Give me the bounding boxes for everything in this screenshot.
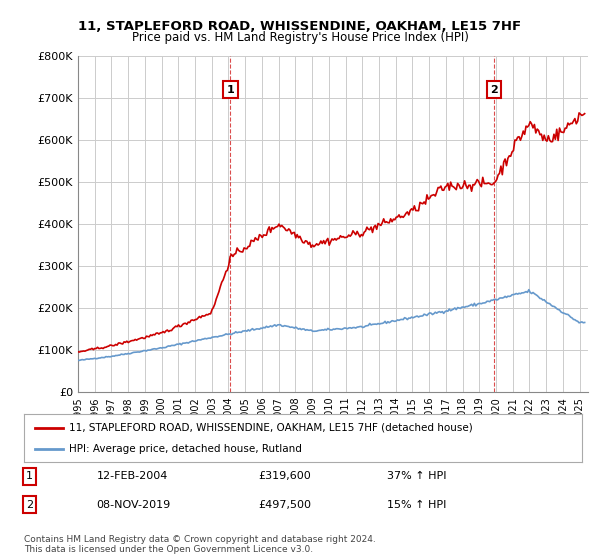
Text: Contains HM Land Registry data © Crown copyright and database right 2024.
This d: Contains HM Land Registry data © Crown c…: [24, 535, 376, 554]
Text: 1: 1: [26, 472, 33, 482]
Text: 37% ↑ HPI: 37% ↑ HPI: [387, 472, 446, 482]
Text: 12-FEB-2004: 12-FEB-2004: [97, 472, 168, 482]
Text: 15% ↑ HPI: 15% ↑ HPI: [387, 500, 446, 510]
Text: HPI: Average price, detached house, Rutland: HPI: Average price, detached house, Rutl…: [68, 444, 302, 454]
Text: 2: 2: [490, 85, 498, 95]
Text: £497,500: £497,500: [259, 500, 311, 510]
Text: 1: 1: [227, 85, 235, 95]
Text: 08-NOV-2019: 08-NOV-2019: [97, 500, 171, 510]
Text: £319,600: £319,600: [259, 472, 311, 482]
Text: 11, STAPLEFORD ROAD, WHISSENDINE, OAKHAM, LE15 7HF: 11, STAPLEFORD ROAD, WHISSENDINE, OAKHAM…: [79, 20, 521, 32]
Text: Price paid vs. HM Land Registry's House Price Index (HPI): Price paid vs. HM Land Registry's House …: [131, 31, 469, 44]
Text: 2: 2: [26, 500, 33, 510]
Text: 11, STAPLEFORD ROAD, WHISSENDINE, OAKHAM, LE15 7HF (detached house): 11, STAPLEFORD ROAD, WHISSENDINE, OAKHAM…: [68, 423, 472, 433]
